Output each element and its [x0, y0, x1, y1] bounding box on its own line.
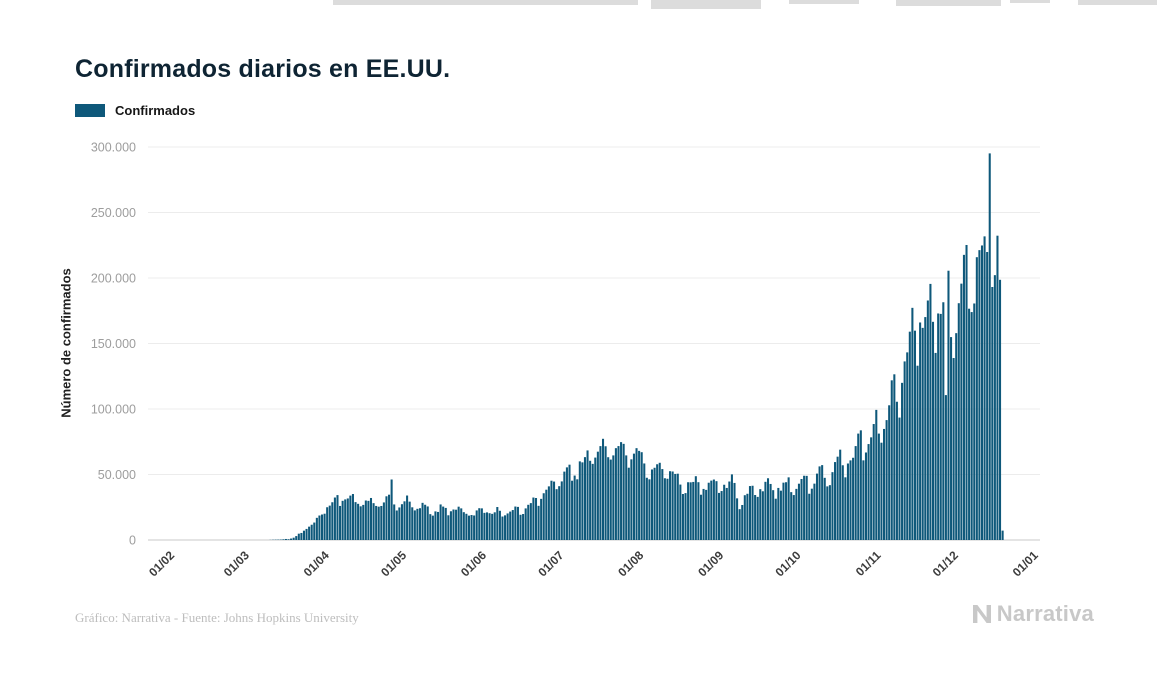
svg-text:01/10: 01/10 [773, 548, 804, 579]
brand-name: Narrativa [996, 601, 1094, 626]
narrativa-logo-icon [972, 605, 991, 623]
svg-text:01/03: 01/03 [221, 548, 252, 579]
svg-text:01/07: 01/07 [535, 548, 566, 579]
svg-text:01/01: 01/01 [1010, 548, 1041, 579]
legend-swatch [75, 104, 105, 117]
footer-credit: Gráfico: Narrativa - Fuente: Johns Hopki… [75, 610, 359, 625]
svg-text:50.000: 50.000 [98, 468, 136, 482]
svg-text:01/05: 01/05 [378, 548, 409, 579]
svg-text:01/04: 01/04 [301, 548, 332, 579]
svg-text:300.000: 300.000 [91, 141, 136, 155]
brand-logo: Narrativa [970, 601, 1094, 627]
svg-text:150.000: 150.000 [91, 337, 136, 351]
svg-text:01/11: 01/11 [853, 548, 884, 579]
svg-text:250.000: 250.000 [91, 206, 136, 220]
svg-text:01/12: 01/12 [930, 548, 961, 579]
page-title: Confirmados diarios en EE.UU. [75, 54, 451, 83]
svg-text:200.000: 200.000 [91, 272, 136, 286]
legend-label: Confirmados [115, 103, 196, 118]
legend: Confirmados [75, 103, 195, 118]
svg-text:01/08: 01/08 [615, 548, 646, 579]
svg-text:100.000: 100.000 [91, 403, 136, 417]
svg-text:0: 0 [129, 534, 136, 548]
svg-text:01/02: 01/02 [146, 548, 177, 579]
svg-text:01/06: 01/06 [458, 548, 489, 579]
svg-text:01/09: 01/09 [695, 548, 726, 579]
